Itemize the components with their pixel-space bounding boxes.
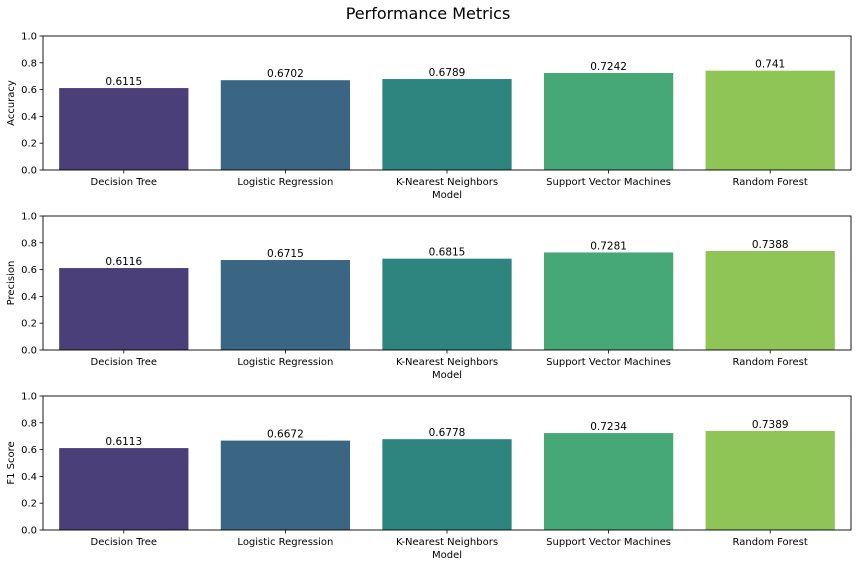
y-tick-label: 0.4 xyxy=(21,112,37,123)
x-tick-label: Decision Tree xyxy=(91,177,158,188)
x-tick-label: Decision Tree xyxy=(91,537,158,548)
bar xyxy=(543,433,674,530)
x-tick-label: Random Forest xyxy=(733,177,808,188)
bar xyxy=(59,88,189,170)
value-label: 0.7389 xyxy=(752,419,789,431)
y-tick-label: 0.0 xyxy=(21,526,37,537)
value-label: 0.6116 xyxy=(105,256,142,268)
y-tick-label: 0.2 xyxy=(21,319,37,330)
x-tick-label: Logistic Regression xyxy=(237,537,333,548)
bar xyxy=(220,260,351,350)
x-tick-label: Support Vector Machines xyxy=(546,537,671,548)
value-label: 0.7234 xyxy=(590,421,627,433)
axes-frame xyxy=(42,215,852,351)
x-tick-label: Logistic Regression xyxy=(237,177,333,188)
y-axis-label: Accuracy xyxy=(6,80,17,126)
x-tick-label: Random Forest xyxy=(733,537,808,548)
x-tick-label: K-Nearest Neighbors xyxy=(396,357,498,368)
y-tick-label: 0.2 xyxy=(21,499,37,510)
x-tick-label: Decision Tree xyxy=(91,357,158,368)
value-label: 0.6815 xyxy=(429,247,466,259)
bar xyxy=(705,430,835,530)
value-label: 0.7281 xyxy=(590,240,627,252)
bar xyxy=(382,258,512,350)
value-label: 0.6789 xyxy=(429,67,466,79)
y-tick-label: 0.8 xyxy=(21,58,37,69)
bar xyxy=(382,79,512,170)
bar xyxy=(543,72,674,170)
value-label: 0.7242 xyxy=(590,61,627,73)
x-axis-label: Model xyxy=(432,550,462,561)
bar xyxy=(59,448,189,530)
subplot-precision: 0.6116 Decision Tree 0.6715 Logistic Regres… xyxy=(6,212,852,381)
y-tick-label: 1.0 xyxy=(21,212,37,223)
y-tick-label: 0.4 xyxy=(21,472,37,483)
y-axis-label: F1 Score xyxy=(6,441,17,484)
y-tick-label: 0.6 xyxy=(21,445,37,456)
bar xyxy=(382,439,512,530)
y-tick-label: 0.0 xyxy=(21,346,37,357)
value-label: 0.741 xyxy=(755,59,785,71)
bar xyxy=(220,80,351,170)
value-label: 0.6672 xyxy=(267,429,304,441)
y-tick-label: 0.8 xyxy=(21,238,37,249)
bar xyxy=(543,252,674,350)
value-label: 0.6113 xyxy=(105,436,142,448)
bar xyxy=(59,268,189,350)
value-label: 0.6715 xyxy=(267,248,304,260)
y-tick-label: 0.4 xyxy=(21,292,37,303)
y-tick-label: 0.6 xyxy=(21,85,37,96)
x-tick-label: Support Vector Machines xyxy=(546,357,671,368)
subplot-accuracy: 0.6115 Decision Tree 0.6702 Logistic Regres… xyxy=(6,32,852,201)
figure-title: Performance Metrics xyxy=(346,4,511,23)
x-tick-label: Logistic Regression xyxy=(237,357,333,368)
x-tick-label: K-Nearest Neighbors xyxy=(396,177,498,188)
bar xyxy=(220,440,351,530)
value-label: 0.6115 xyxy=(105,76,142,88)
x-axis-label: Model xyxy=(432,190,462,201)
y-tick-label: 0.6 xyxy=(21,265,37,276)
y-tick-label: 0.0 xyxy=(21,166,37,177)
y-tick-label: 0.2 xyxy=(21,139,37,150)
bar xyxy=(705,251,835,350)
x-tick-label: Random Forest xyxy=(733,357,808,368)
x-axis-label: Model xyxy=(432,370,462,381)
y-axis-label: Precision xyxy=(6,261,17,306)
y-tick-label: 0.8 xyxy=(21,418,37,429)
bar xyxy=(705,70,835,170)
axes-frame xyxy=(42,395,852,531)
value-label: 0.7388 xyxy=(752,239,789,251)
x-tick-label: K-Nearest Neighbors xyxy=(396,537,498,548)
y-tick-label: 1.0 xyxy=(21,32,37,43)
subplot-f1-score: 0.6113 Decision Tree 0.6672 Logistic Regres… xyxy=(6,392,852,561)
y-tick-label: 1.0 xyxy=(21,392,37,403)
axes-frame xyxy=(42,35,852,171)
x-tick-label: Support Vector Machines xyxy=(546,177,671,188)
value-label: 0.6778 xyxy=(429,427,466,439)
value-label: 0.6702 xyxy=(267,68,304,80)
